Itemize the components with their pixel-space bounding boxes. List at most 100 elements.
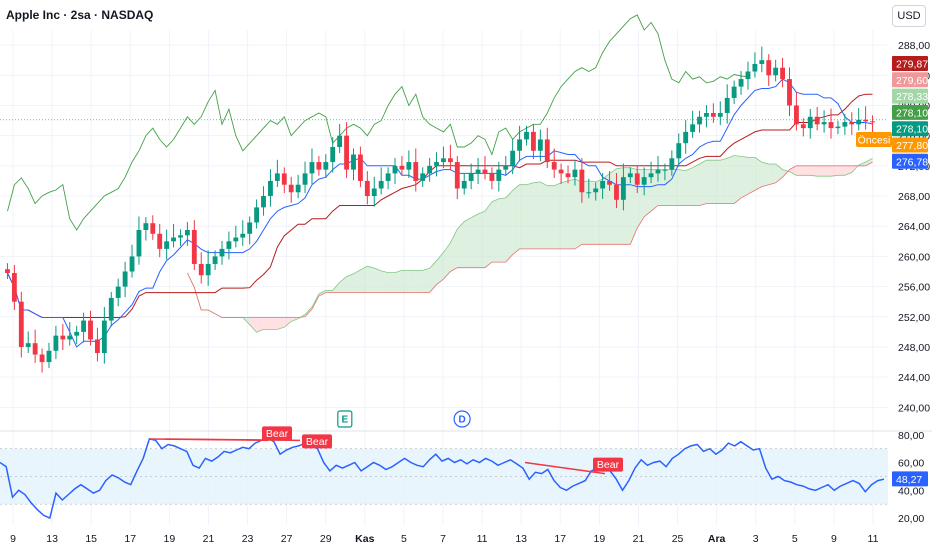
cloud-segment <box>837 165 845 176</box>
candle <box>254 207 260 223</box>
divergence-line <box>164 438 301 442</box>
cloud-segment <box>443 242 451 280</box>
cloud-segment <box>561 180 569 249</box>
candle <box>344 135 349 170</box>
cloud-segment <box>651 169 658 212</box>
candle <box>46 350 52 363</box>
rsi-y-tick-label: 60,00 <box>898 458 924 470</box>
candle <box>773 67 779 76</box>
rsi-last-tag <box>892 471 928 487</box>
candle <box>74 331 80 336</box>
y-tick-label: 288,00 <box>898 40 930 52</box>
candle <box>745 71 751 80</box>
candle <box>856 119 862 125</box>
cloud-segment <box>678 169 686 206</box>
x-tick-label: 15 <box>85 533 97 545</box>
price-tag <box>892 121 928 137</box>
cloud-segment <box>574 179 582 249</box>
candle <box>25 343 31 347</box>
candle <box>461 180 467 189</box>
x-tick-label: 13 <box>515 533 527 545</box>
candle <box>544 139 550 163</box>
candle <box>697 116 702 125</box>
candle <box>60 335 66 340</box>
cloud-segment <box>734 155 742 204</box>
x-tick-label: 3 <box>753 533 759 545</box>
candle <box>565 173 571 178</box>
candle <box>807 116 813 129</box>
x-tick-label: 21 <box>633 533 645 545</box>
candle <box>614 184 619 200</box>
candle <box>392 165 398 174</box>
candle <box>53 335 59 351</box>
cloud-segment <box>353 270 361 293</box>
candle <box>323 162 329 170</box>
candle <box>226 241 232 249</box>
currency-button[interactable]: USD <box>892 5 926 27</box>
candle <box>600 180 606 189</box>
cloud-segment <box>547 185 555 249</box>
candle <box>655 169 661 174</box>
bear-tag <box>262 426 292 441</box>
candle <box>274 173 280 181</box>
candle <box>240 233 246 238</box>
candle <box>233 237 239 242</box>
candle <box>572 169 578 178</box>
candle <box>136 230 142 257</box>
cloud-segment <box>464 217 472 268</box>
cloud-segment <box>540 181 548 249</box>
candle <box>710 113 716 117</box>
y-tick-label: 252,00 <box>898 312 930 324</box>
cloud-segment <box>568 179 575 249</box>
candle <box>413 162 419 181</box>
chikou-line <box>7 14 749 231</box>
rsi-y-tick-label: 40,00 <box>898 485 924 497</box>
candle <box>842 122 848 127</box>
price-tag-label: 277,80 <box>896 140 928 152</box>
cloud-segment <box>630 167 638 245</box>
cloud-segment <box>761 162 769 187</box>
candle <box>551 162 557 170</box>
candle <box>447 158 453 163</box>
chart-title: Apple Inc · 2sa · NASDAQ <box>6 8 154 22</box>
candle <box>39 354 45 363</box>
candle <box>191 230 197 264</box>
cloud-segment <box>824 165 832 177</box>
cloud-segment <box>602 173 610 245</box>
cloud-segment <box>810 165 818 177</box>
candle <box>531 131 536 151</box>
y-tick-label: 260,00 <box>898 251 930 263</box>
candle <box>717 113 723 117</box>
candle <box>524 131 529 140</box>
y-tick-label: 248,00 <box>898 342 930 354</box>
candle <box>870 121 875 123</box>
candle <box>108 297 114 321</box>
cloud-segment <box>374 268 382 293</box>
x-tick-label: 5 <box>401 533 407 545</box>
x-tick-label: Kas <box>355 533 374 545</box>
candle <box>835 126 841 129</box>
candle <box>281 173 287 185</box>
candle <box>468 173 474 181</box>
cloud-segment <box>727 155 735 204</box>
candle <box>143 223 149 230</box>
cloud-segment <box>664 169 672 206</box>
y-tick-label: 268,00 <box>898 191 930 203</box>
rsi-line <box>0 436 885 520</box>
cloud-segment <box>256 317 264 333</box>
cloud-segment <box>429 260 437 293</box>
x-tick-label: 17 <box>124 533 136 545</box>
candle <box>676 143 682 159</box>
candle <box>309 162 315 174</box>
earnings-icon <box>337 410 353 428</box>
candle <box>579 169 585 193</box>
y-tick-label: 264,00 <box>898 221 930 233</box>
price-tag <box>892 137 928 153</box>
candle <box>731 86 737 98</box>
cloud-segment <box>367 266 375 293</box>
candle <box>787 79 792 106</box>
candle <box>690 124 696 132</box>
candle <box>620 177 626 200</box>
